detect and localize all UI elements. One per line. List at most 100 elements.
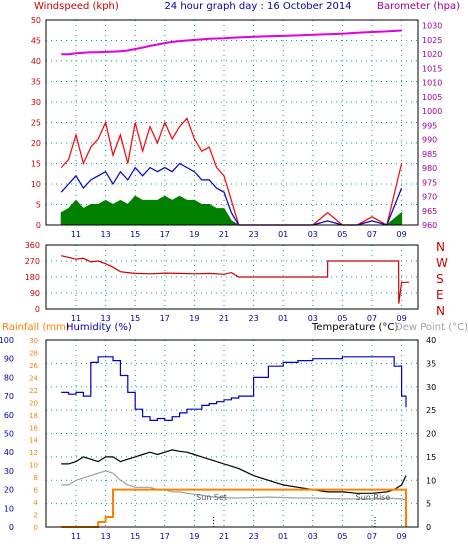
humidity-axis-title: Humidity (%) <box>66 322 132 333</box>
climate-panel-x-tick-label: 17 <box>160 532 170 541</box>
wind-panel-x-tick-label: 19 <box>189 230 199 239</box>
barometer-line <box>61 29 402 56</box>
rainfall-tick-label: 30 <box>29 337 38 345</box>
climate-panel-x-tick-label: 19 <box>189 532 199 541</box>
direction-compass-label: N <box>436 240 445 254</box>
humidity-tick-label: 30 <box>4 467 14 476</box>
windspeed-tick-label: 5 <box>36 201 41 210</box>
wind-panel-x-tick-label: 15 <box>130 230 140 239</box>
rainfall-axis-title: Rainfall (mm) <box>2 322 70 333</box>
direction-compass-label: S <box>436 272 444 286</box>
sunrise-label: Sun Rise <box>356 493 391 502</box>
wind-panel-plot-frame <box>45 19 419 226</box>
humidity-tick-label: 10 <box>4 504 14 513</box>
wind-panel-x-tick-label: 01 <box>278 230 288 239</box>
direction-tick-label: 180 <box>25 273 40 282</box>
direction-panel-x-tick-label: 19 <box>189 314 199 323</box>
rainfall-tick-label: 2 <box>34 512 38 520</box>
direction-panel-x-tick-label: 07 <box>367 314 377 323</box>
humidity-tick-label: 60 <box>4 411 14 420</box>
windspeed-tick-label: 50 <box>31 16 41 25</box>
barometer-axis-title: Barometer (hpa) <box>377 1 460 12</box>
climate-panel-x-tick-label: 09 <box>397 532 407 541</box>
direction-tick-label: 270 <box>25 257 40 266</box>
windspeed-tick-label: 45 <box>31 37 41 46</box>
temperature-tick-label: 10 <box>426 476 436 485</box>
direction-panel-x-tick-label: 01 <box>278 314 288 323</box>
direction-tick-label: 360 <box>25 241 40 250</box>
rainfall-tick-label: 22 <box>29 387 38 395</box>
wind-panel-x-tick-label: 21 <box>219 230 229 239</box>
windspeed-tick-label: 0 <box>36 221 41 230</box>
direction-compass-label: W <box>436 256 448 270</box>
humidity-tick-label: 50 <box>4 430 14 439</box>
wind-panel-x-tick-label: 23 <box>249 230 259 239</box>
wind-panel-x-tick-label: 05 <box>337 230 347 239</box>
direction-panel-x-tick-label: 05 <box>337 314 347 323</box>
direction-panel-x-tick-label: 11 <box>71 314 81 323</box>
rainfall-tick-label: 16 <box>29 424 38 432</box>
direction-panel-x-tick-label: 21 <box>219 314 229 323</box>
barometer-tick-label: 980 <box>422 164 437 173</box>
direction-panel-x-tick-label: 09 <box>397 314 407 323</box>
windspeed-tick-label: 40 <box>31 57 41 66</box>
direction-compass-label: N <box>436 304 445 318</box>
humidity-tick-label: 20 <box>4 486 14 495</box>
rainfall-tick-label: 26 <box>29 362 38 370</box>
dewpoint-line <box>61 470 407 501</box>
rainfall-tick-label: 4 <box>34 499 39 507</box>
windspeed-tick-label: 25 <box>31 119 41 128</box>
temperature-axis-title: Temperature (°C) <box>311 322 398 333</box>
wind-panel-x-tick-label: 13 <box>101 230 111 239</box>
humidity-tick-label: 90 <box>4 355 14 364</box>
temperature-tick-label: 20 <box>426 430 436 439</box>
humidity-tick-label: 40 <box>4 448 14 457</box>
barometer-tick-label: 985 <box>422 150 437 159</box>
barometer-tick-label: 1005 <box>422 93 442 102</box>
barometer-tick-label: 1000 <box>422 107 442 116</box>
wind-panel-x-tick-label: 03 <box>308 230 318 239</box>
direction-compass-label: E <box>436 288 444 302</box>
temperature-line <box>61 449 407 494</box>
windspeed-axis-title: Windspeed (kph) <box>34 1 119 12</box>
climate-panel-x-tick-label: 21 <box>219 532 229 541</box>
wind-direction-line <box>61 255 409 304</box>
barometer-tick-label: 965 <box>422 207 437 216</box>
rainfall-tick-label: 8 <box>34 474 38 482</box>
graph-title: 24 hour graph day : 16 October 2014 <box>164 1 351 12</box>
direction-panel-x-tick-label: 15 <box>130 314 140 323</box>
climate-panel-plot-frame <box>45 339 419 528</box>
climate-panel-x-tick-label: 03 <box>308 532 318 541</box>
rainfall-tick-label: 18 <box>29 412 38 420</box>
barometer-tick-label: 990 <box>422 136 437 145</box>
climate-panel-x-tick-label: 15 <box>130 532 140 541</box>
sunset-label: Sun Set <box>196 493 227 502</box>
temperature-tick-label: 5 <box>426 500 431 509</box>
windspeed-tick-label: 15 <box>31 160 41 169</box>
rainfall-tick-label: 12 <box>29 449 38 457</box>
temperature-tick-label: 30 <box>426 383 436 392</box>
climate-panel-x-tick-label: 13 <box>101 532 111 541</box>
rainfall-tick-label: 20 <box>29 399 38 407</box>
dewpoint-axis-title: Dew Point (°C) <box>395 322 468 333</box>
humidity-line <box>61 356 407 421</box>
direction-panel-x-tick-label: 17 <box>160 314 170 323</box>
humidity-tick-label: 80 <box>4 373 14 382</box>
windspeed-tick-label: 10 <box>31 180 41 189</box>
barometer-tick-label: 970 <box>422 193 437 202</box>
direction-tick-label: 0 <box>35 305 40 314</box>
wind-panel-x-tick-label: 11 <box>71 230 81 239</box>
barometer-tick-label: 1030 <box>422 22 442 31</box>
barometer-tick-label: 960 <box>422 221 437 230</box>
wind-gust-line <box>60 117 403 226</box>
barometer-tick-label: 1010 <box>422 79 442 88</box>
temperature-tick-label: 15 <box>426 453 436 462</box>
windspeed-tick-label: 20 <box>31 139 41 148</box>
temperature-tick-label: 35 <box>426 359 436 368</box>
temperature-tick-label: 0 <box>426 523 431 532</box>
rainfall-tick-label: 6 <box>34 487 39 495</box>
barometer-tick-label: 1015 <box>422 64 442 73</box>
barometer-tick-label: 1025 <box>422 36 442 45</box>
direction-tick-label: 90 <box>30 289 40 298</box>
